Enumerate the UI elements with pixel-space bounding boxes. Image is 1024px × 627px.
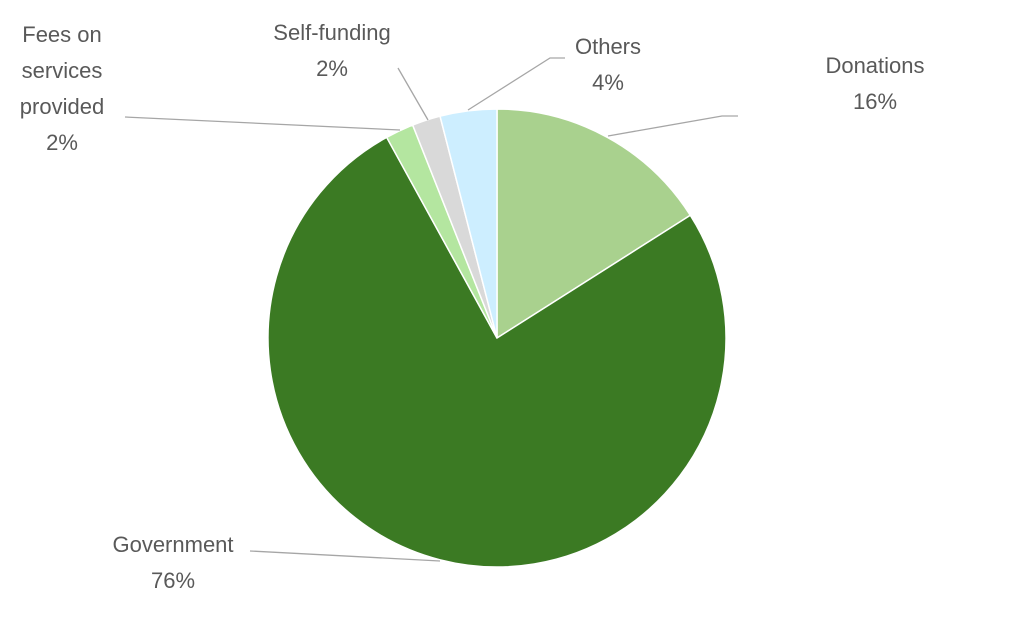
label-name: Others — [574, 34, 642, 59]
label-name: Government — [112, 532, 234, 557]
pie-slice — [267, 136, 727, 568]
data-label: Government 76% — [83, 527, 263, 599]
leader-line — [397, 67, 429, 121]
label-name: Self-funding — [273, 20, 391, 45]
data-label: Fees on services provided 2% — [5, 17, 120, 161]
label-name: Fees on services provided — [19, 22, 105, 119]
pie-slice — [496, 108, 692, 340]
label-value: 2% — [316, 56, 348, 81]
label-value: 76% — [150, 568, 196, 593]
pie-slice — [439, 108, 498, 339]
label-value: 2% — [46, 130, 78, 155]
data-label: Self-funding 2% — [252, 15, 412, 87]
label-value: 16% — [852, 89, 898, 114]
leader-line — [607, 115, 738, 137]
label-value: 4% — [592, 70, 624, 95]
data-label: Others 4% — [548, 29, 668, 101]
leader-line — [249, 550, 441, 562]
label-name: Donations — [825, 53, 925, 78]
leader-line — [124, 116, 401, 131]
data-label: Donations 16% — [795, 48, 955, 120]
leader-line — [467, 57, 565, 111]
